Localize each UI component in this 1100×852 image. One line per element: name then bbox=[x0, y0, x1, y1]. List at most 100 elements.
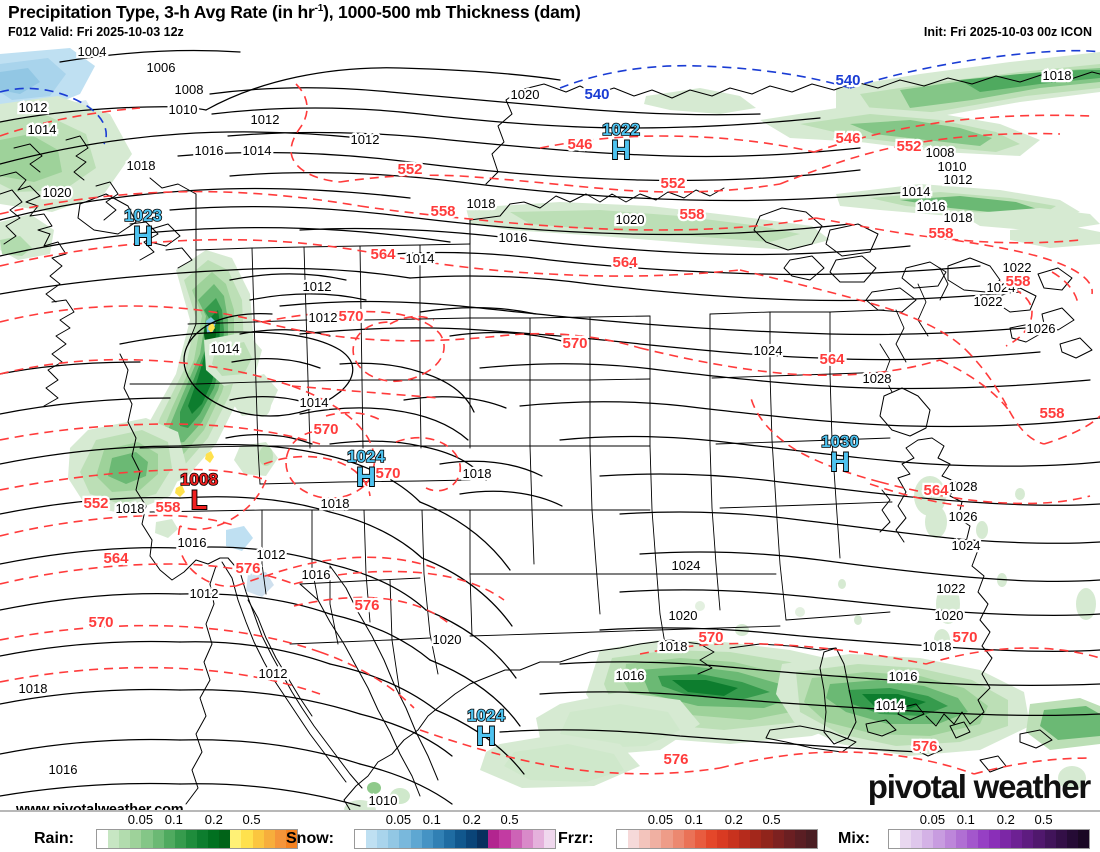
colorbar-swatch bbox=[922, 830, 934, 848]
svg-text:1016: 1016 bbox=[178, 535, 207, 550]
isobar-label: 1020 bbox=[616, 212, 645, 227]
colorbar-swatch bbox=[650, 830, 662, 848]
isobar-label: 1014 bbox=[243, 143, 272, 158]
colorbar-swatch bbox=[966, 830, 978, 848]
colorbar-swatch bbox=[728, 830, 740, 848]
thickness-label: 558 bbox=[155, 499, 180, 516]
svg-text:1010: 1010 bbox=[938, 159, 967, 174]
isobar-label: 1026 bbox=[949, 509, 978, 524]
colorbar-ticks-mix: 0.05 0.1 0.2 0.5 bbox=[888, 812, 1088, 829]
colorbar-swatch bbox=[219, 830, 231, 848]
isobar-label: 1022 bbox=[1003, 260, 1032, 275]
isobar-label: 1014 bbox=[876, 698, 905, 713]
isobar-label: 1020 bbox=[669, 608, 698, 623]
colorbar-swatch bbox=[1022, 830, 1034, 848]
isobar-label: 1014 bbox=[211, 341, 240, 356]
svg-text:1016: 1016 bbox=[302, 567, 331, 582]
thickness-label: 570 bbox=[313, 421, 338, 438]
pressure-value: 1024 bbox=[466, 706, 505, 725]
svg-text:1016: 1016 bbox=[616, 668, 645, 683]
site-url: www.pivotalweather.com bbox=[16, 802, 184, 810]
colorbar-swatch bbox=[163, 830, 175, 848]
isobar-label: 1012 bbox=[257, 547, 286, 562]
colorbar-swatch bbox=[1077, 830, 1089, 848]
colorbar-swatch bbox=[454, 830, 467, 848]
svg-text:576: 576 bbox=[912, 738, 937, 755]
colorbar-swatch bbox=[510, 830, 522, 848]
svg-text:1010: 1010 bbox=[369, 793, 398, 808]
svg-text:1018: 1018 bbox=[659, 639, 688, 654]
isobar-label: 1024 bbox=[672, 558, 701, 573]
map-svg: 1004100410121012100610061008100810101010… bbox=[0, 44, 1100, 810]
colorbar-swatch bbox=[1044, 830, 1056, 848]
svg-text:558: 558 bbox=[1039, 405, 1064, 422]
svg-text:576: 576 bbox=[235, 560, 260, 577]
title-exponent: -1 bbox=[314, 3, 324, 15]
svg-text:564: 564 bbox=[923, 482, 949, 499]
geography-layer bbox=[0, 71, 1100, 810]
colorbar-frzr[interactable] bbox=[616, 829, 818, 849]
thickness-label: 552 bbox=[397, 161, 422, 178]
svg-text:1012: 1012 bbox=[257, 547, 286, 562]
svg-text:1020: 1020 bbox=[935, 608, 964, 623]
isobar-label: 1018 bbox=[127, 158, 156, 173]
isobar-label: 1024 bbox=[952, 538, 981, 553]
colorbar-ticks-snow: 0.05 0.1 0.2 0.5 bbox=[354, 812, 554, 829]
svg-text:552: 552 bbox=[660, 175, 685, 192]
svg-text:1014: 1014 bbox=[902, 184, 931, 199]
svg-text:1016: 1016 bbox=[49, 762, 78, 777]
colorbar-swatch bbox=[1055, 830, 1067, 848]
svg-text:552: 552 bbox=[397, 161, 422, 178]
colorbar-swatch bbox=[672, 830, 684, 848]
svg-text:570: 570 bbox=[88, 614, 113, 631]
svg-text:564: 564 bbox=[103, 550, 129, 567]
svg-text:558: 558 bbox=[155, 499, 180, 516]
colorbar-swatch bbox=[208, 830, 220, 848]
colorbar-tick: 0.2 bbox=[996, 812, 1015, 827]
colorbar-mix[interactable] bbox=[888, 829, 1090, 849]
svg-text:1022: 1022 bbox=[937, 581, 966, 596]
isobar-label: 1018 bbox=[116, 501, 145, 516]
isobar-label: 1022 bbox=[974, 294, 1003, 309]
thickness-label: 546 bbox=[567, 136, 592, 153]
legend-label-snow: Snow: bbox=[286, 830, 334, 847]
isobar-label: 1016 bbox=[616, 668, 645, 683]
svg-text:1016: 1016 bbox=[889, 669, 918, 684]
colorbar-swatch bbox=[889, 830, 901, 848]
isobar-label: 1016 bbox=[195, 143, 224, 158]
isobar-label: 1016 bbox=[178, 535, 207, 550]
legend-group-frzr: Frzr: 0.05 0.1 0.2 0.5 bbox=[558, 812, 818, 852]
pressure-value: 1024 bbox=[346, 447, 385, 466]
colorbar-swatch bbox=[1033, 830, 1045, 848]
isobar-label: 1028 bbox=[949, 479, 978, 494]
thickness-label: 552 bbox=[660, 175, 685, 192]
svg-text:1012: 1012 bbox=[309, 310, 338, 325]
colorbar-swatch bbox=[1066, 830, 1078, 848]
colorbar-snow[interactable] bbox=[354, 829, 556, 849]
svg-text:1012: 1012 bbox=[19, 100, 48, 115]
colorbar-swatch bbox=[705, 830, 717, 848]
svg-text:1014: 1014 bbox=[300, 395, 329, 410]
isobar-label: 1028 bbox=[863, 371, 892, 386]
legend-label-rain: Rain: bbox=[34, 830, 74, 847]
colorbar-swatch bbox=[355, 830, 367, 848]
svg-text:1014: 1014 bbox=[406, 251, 435, 266]
svg-text:1018: 1018 bbox=[116, 501, 145, 516]
svg-text:546: 546 bbox=[567, 136, 592, 153]
svg-text:564: 564 bbox=[819, 351, 845, 368]
legend-label-frzr: Frzr: bbox=[558, 830, 594, 847]
thickness-label: 540 bbox=[584, 86, 609, 103]
colorbar-swatch bbox=[399, 830, 411, 848]
colorbar-rain[interactable] bbox=[96, 829, 298, 849]
thickness-label: 552 bbox=[896, 138, 921, 155]
colorbar-tick: 0.1 bbox=[164, 812, 183, 827]
isobar-label: 1018 bbox=[463, 466, 492, 481]
svg-text:1022: 1022 bbox=[974, 294, 1003, 309]
colorbar-tick: 0.1 bbox=[684, 812, 703, 827]
thickness-label: 558 bbox=[430, 203, 455, 220]
map-canvas[interactable]: 1004 1004 1012 1012 1006 1006 1008 1008 1010 1010… bbox=[0, 44, 1100, 810]
svg-text:552: 552 bbox=[83, 495, 108, 512]
svg-text:1014: 1014 bbox=[243, 143, 272, 158]
isobar-label: 1012 bbox=[19, 100, 48, 115]
svg-text:1014: 1014 bbox=[211, 341, 240, 356]
